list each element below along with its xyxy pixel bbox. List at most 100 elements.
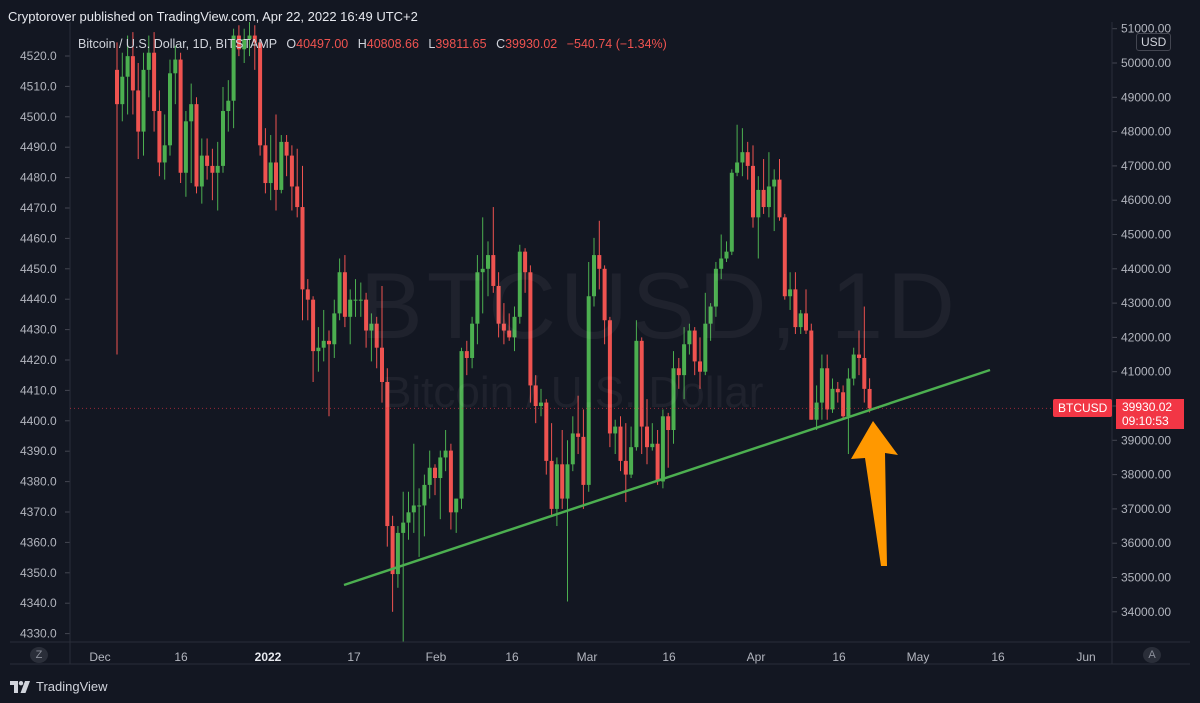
candle-body	[650, 443, 655, 448]
symbol-legend: Bitcoin / U.S. Dollar, 1D, BITSTAMP O404…	[78, 37, 667, 51]
legend-close-label: C	[496, 37, 506, 51]
candle-body	[756, 189, 761, 218]
candle-body	[226, 100, 231, 112]
candle-body	[205, 155, 210, 166]
candle-body	[374, 323, 379, 348]
candle-body	[496, 285, 501, 324]
auto-scale-button[interactable]: A	[1143, 647, 1161, 663]
candle-body	[311, 299, 316, 352]
candle-body	[517, 251, 522, 317]
time-axis-label: May	[907, 650, 930, 664]
candle-body	[735, 162, 740, 173]
time-axis-label: 16	[174, 650, 188, 664]
right-tick-label: 45000.00	[1121, 228, 1171, 242]
right-tick-label: 43000.00	[1121, 296, 1171, 310]
time-axis-label: 16	[991, 650, 1005, 664]
left-tick-label: 4340.0	[20, 596, 57, 610]
candle-body	[713, 268, 718, 307]
candle-body	[115, 69, 119, 105]
legend-low-value: 39811.65	[435, 37, 487, 51]
candle-body	[385, 381, 390, 527]
candle-body	[623, 460, 628, 475]
candle-body	[851, 354, 856, 379]
candle-body	[533, 385, 538, 406]
candle-body	[268, 162, 273, 184]
candle-body	[475, 272, 480, 324]
candle-body	[406, 512, 411, 523]
candle-body	[305, 289, 310, 300]
publish-line: Cryptorover published on TradingView.com…	[8, 9, 418, 24]
candle-body	[215, 165, 220, 173]
left-tick-label: 4450.0	[20, 262, 57, 276]
watermark-symbol: BTCUSD, 1D	[360, 253, 959, 358]
right-tick-label: 42000.00	[1121, 330, 1171, 344]
candle-body	[401, 522, 406, 533]
candle-body	[692, 330, 697, 362]
candle-body	[337, 272, 342, 314]
candle-body	[687, 330, 692, 345]
right-tick-label: 41000.00	[1121, 365, 1171, 379]
candle-body	[586, 296, 591, 485]
candle-body	[136, 90, 141, 132]
candle-body	[607, 320, 612, 434]
candle-body	[576, 433, 581, 437]
candle-body	[316, 347, 321, 352]
candle-body	[846, 378, 851, 417]
candle-body	[819, 368, 824, 403]
candle-body	[809, 330, 814, 420]
candle-body	[183, 121, 188, 173]
candle-body	[867, 388, 872, 409]
time-axis-label: 16	[662, 650, 676, 664]
right-tick-label: 35000.00	[1121, 571, 1171, 585]
candle-body	[634, 340, 639, 448]
candle-body	[814, 402, 819, 420]
time-axis-label: 16	[832, 650, 846, 664]
arrow-annotation	[851, 421, 898, 566]
candle-body	[666, 416, 671, 431]
footer-brand[interactable]: TradingView	[10, 679, 108, 694]
candle-body	[380, 347, 384, 382]
left-tick-label: 4400.0	[20, 414, 57, 428]
candle-body	[189, 104, 194, 122]
left-tick-label: 4390.0	[20, 444, 57, 458]
last-price-value: 39930.02	[1122, 400, 1173, 414]
candle-body	[602, 268, 607, 321]
right-tick-label: 44000.00	[1121, 262, 1171, 276]
candle-body	[512, 316, 517, 338]
candle-body	[252, 35, 257, 43]
candle-body	[146, 52, 151, 70]
candle-body	[708, 306, 713, 324]
candle-body	[480, 268, 485, 273]
time-axis-label: Mar	[577, 650, 598, 664]
candle-body	[289, 155, 294, 187]
candle-body	[342, 272, 347, 317]
right-tick-label: 39000.00	[1121, 433, 1171, 447]
candle-body	[719, 258, 724, 269]
candle-body	[427, 467, 432, 485]
candle-body	[729, 172, 734, 252]
legend-high-value: 40808.66	[366, 37, 419, 51]
candle-body	[199, 155, 204, 187]
trendline[interactable]	[343, 368, 991, 587]
candle-body	[295, 186, 300, 208]
candle-body	[745, 152, 750, 166]
left-tick-label: 4460.0	[20, 231, 57, 245]
right-tick-label: 49000.00	[1121, 90, 1171, 104]
candle-body	[327, 340, 331, 345]
currency-button[interactable]: USD	[1136, 33, 1172, 51]
candle-body	[857, 354, 861, 358]
right-tick-label: 37000.00	[1121, 502, 1171, 516]
candle-body	[793, 289, 798, 328]
candle-body	[242, 38, 247, 50]
left-price-axis: 4520.0 4510.0 4500.0 4490.0 4480.0 4470.0 4460…	[20, 49, 70, 641]
left-tick-label: 4360.0	[20, 535, 57, 549]
candle-body	[433, 467, 437, 479]
candle-body	[597, 255, 602, 269]
left-tick-label: 4500.0	[20, 110, 57, 124]
timezone-button[interactable]: Z	[30, 647, 48, 663]
footer-brand-label: TradingView	[36, 679, 108, 694]
left-tick-label: 4350.0	[20, 566, 57, 580]
candle-body	[152, 52, 157, 112]
candle-body	[565, 464, 570, 499]
